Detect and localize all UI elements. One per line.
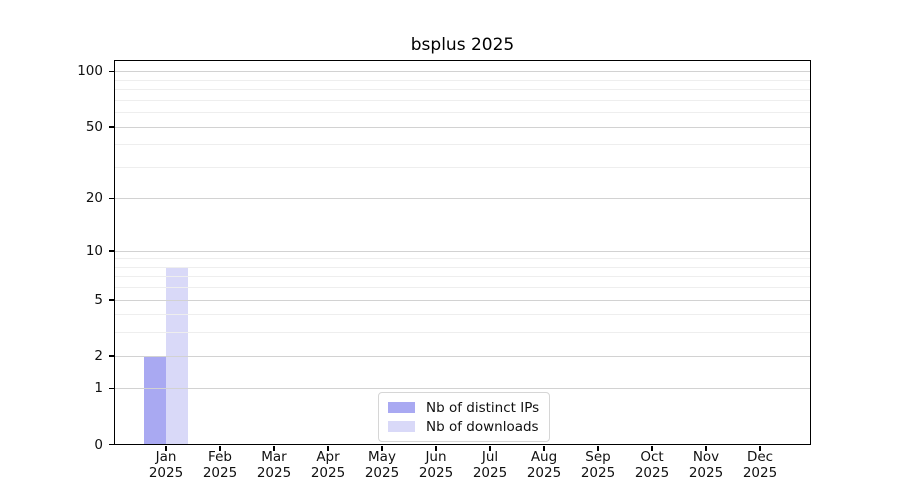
- y-axis-tick-label: 0: [94, 436, 103, 453]
- x-axis-tick: [381, 445, 383, 451]
- year-label: 2025: [526, 464, 562, 481]
- x-axis-tick: [597, 445, 599, 451]
- x-axis-tick-label: Aug 2025: [514, 449, 574, 481]
- month-label: Feb: [208, 449, 232, 465]
- x-axis-tick: [327, 445, 329, 451]
- month-label: Jul: [481, 449, 499, 465]
- x-axis-tick: [651, 445, 653, 451]
- minor-gridline: [115, 287, 810, 289]
- x-axis-tick-label: Jun 2025: [406, 449, 466, 481]
- major-gridline: [115, 71, 810, 73]
- x-axis-tick: [273, 445, 275, 451]
- year-label: 2025: [364, 464, 400, 481]
- year-label: 2025: [202, 464, 238, 481]
- minor-gridline: [115, 112, 810, 114]
- x-axis-tick-label: Mar 2025: [244, 449, 304, 481]
- minor-gridline: [115, 276, 810, 278]
- minor-gridline: [115, 314, 810, 316]
- legend-entry: Nb of distinct IPs: [388, 398, 539, 417]
- major-gridline: [115, 355, 810, 357]
- year-label: 2025: [634, 464, 670, 481]
- bar-downloads: [166, 266, 188, 445]
- x-axis-tick-label: Feb 2025: [190, 449, 250, 481]
- major-gridline: [115, 299, 810, 301]
- bar-distinct-ips: [144, 355, 166, 445]
- y-axis-tick: [108, 126, 114, 128]
- month-label: Jun: [425, 449, 447, 465]
- major-gridline: [115, 250, 810, 252]
- x-axis-tick: [489, 445, 491, 451]
- x-axis-tick: [759, 445, 761, 451]
- minor-gridline: [115, 258, 810, 260]
- year-label: 2025: [688, 464, 724, 481]
- x-axis-tick-label: Jan 2025: [136, 449, 196, 481]
- plot-area: 0 1 2 5 10 20 50 100 Jan 2025 Feb 2025 Mar 2025 Apr 202…: [77, 60, 811, 480]
- minor-gridline: [115, 166, 810, 168]
- y-axis-tick-label: 50: [85, 118, 103, 135]
- major-gridline: [115, 388, 810, 390]
- y-axis-tick: [108, 387, 114, 390]
- y-axis-tick: [108, 70, 114, 73]
- x-axis-tick-label: Oct 2025: [622, 449, 682, 481]
- month-label: Dec: [746, 449, 774, 465]
- x-axis-tick-label: Nov 2025: [676, 449, 736, 481]
- legend-swatch: [388, 421, 415, 432]
- legend-label: Nb of downloads: [426, 418, 539, 435]
- year-label: 2025: [418, 464, 454, 481]
- x-axis-tick-label: May 2025: [352, 449, 412, 481]
- year-label: 2025: [148, 464, 184, 481]
- year-label: 2025: [580, 464, 616, 481]
- y-axis-tick-label: 1: [94, 380, 103, 397]
- y-axis-tick: [108, 299, 114, 301]
- legend-label: Nb of distinct IPs: [426, 399, 540, 416]
- chart-legend: Nb of distinct IPs Nb of downloads: [378, 392, 551, 442]
- minor-gridline: [115, 89, 810, 91]
- legend-entry: Nb of downloads: [388, 417, 539, 436]
- year-label: 2025: [472, 464, 508, 481]
- major-gridline: [115, 126, 810, 128]
- month-label: Nov: [692, 449, 720, 465]
- month-label: May: [368, 449, 396, 465]
- y-axis-tick-label: 5: [94, 291, 103, 308]
- y-axis-tick-label: 20: [85, 190, 103, 207]
- y-axis-tick-label: 10: [85, 242, 103, 259]
- x-axis-tick-label: Dec 2025: [730, 449, 790, 481]
- x-axis-tick-label: Sep 2025: [568, 449, 628, 481]
- legend-swatch: [388, 402, 415, 413]
- month-label: Sep: [585, 449, 611, 465]
- x-axis-tick: [219, 445, 221, 451]
- month-label: Aug: [530, 449, 558, 465]
- year-label: 2025: [256, 464, 292, 481]
- month-label: Apr: [316, 449, 340, 465]
- x-axis-tick: [543, 445, 545, 451]
- x-axis-tick-label: Jul 2025: [460, 449, 520, 481]
- x-axis-tick: [165, 445, 167, 451]
- year-label: 2025: [742, 464, 778, 481]
- minor-gridline: [115, 79, 810, 81]
- minor-gridline: [115, 99, 810, 101]
- y-axis-tick: [108, 444, 114, 446]
- month-label: Jan: [155, 449, 177, 465]
- y-axis-tick: [108, 355, 114, 357]
- year-label: 2025: [310, 464, 346, 481]
- minor-gridline: [115, 266, 810, 268]
- y-axis-tick: [108, 197, 114, 200]
- y-axis-tick: [108, 250, 114, 252]
- month-label: Mar: [261, 449, 287, 465]
- x-axis-tick-label: Apr 2025: [298, 449, 358, 481]
- x-axis-tick: [705, 445, 707, 451]
- y-axis-tick-label: 2: [94, 347, 103, 364]
- y-axis-tick-label: 100: [77, 63, 103, 80]
- minor-gridline: [115, 332, 810, 334]
- x-axis-tick: [435, 445, 437, 451]
- chart-title: bsplus 2025: [410, 35, 515, 55]
- major-gridline: [115, 198, 810, 200]
- minor-gridline: [115, 144, 810, 146]
- month-label: Oct: [640, 449, 664, 465]
